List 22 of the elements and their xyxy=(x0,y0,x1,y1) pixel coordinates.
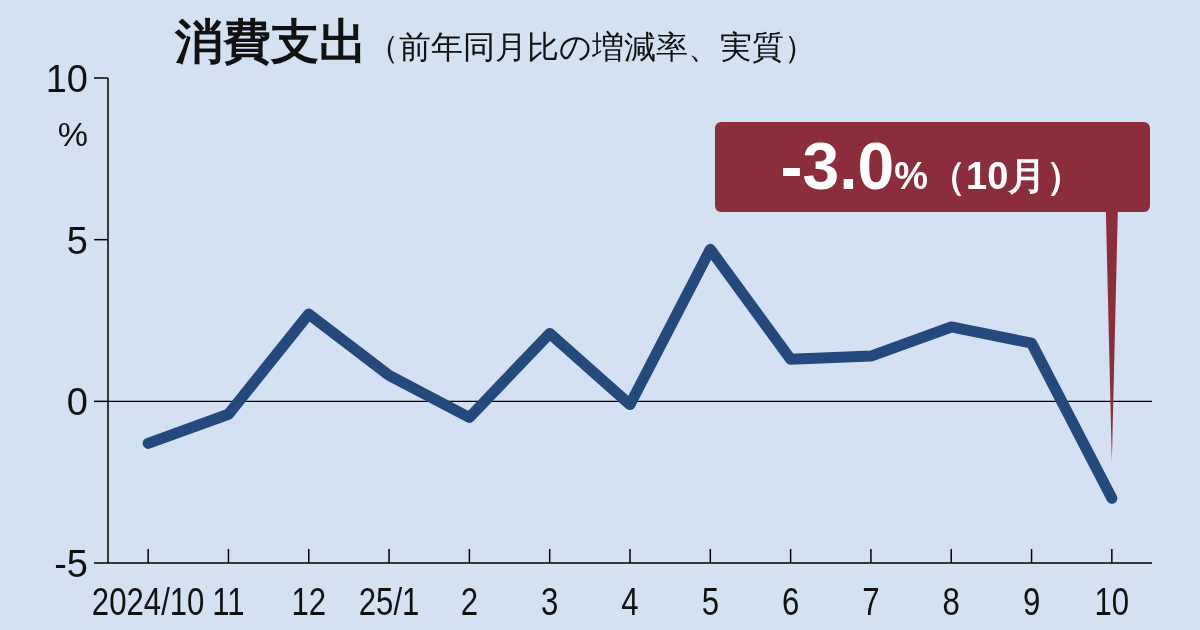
x-tick-label: 11 xyxy=(212,581,245,623)
y-tick-label: 10 xyxy=(45,58,88,100)
y-tick-label: -5 xyxy=(54,543,88,585)
x-tick-label: 8 xyxy=(942,581,960,623)
x-tick-label: 6 xyxy=(781,581,800,623)
x-tick-label: 10 xyxy=(1094,581,1130,623)
x-tick-label: 4 xyxy=(621,581,639,623)
x-tick-label: 5 xyxy=(701,581,719,623)
chart-subtitle: （前年同月比の増減率、実質） xyxy=(367,29,816,65)
y-tick-label: 0 xyxy=(66,381,88,424)
x-tick-label: 12 xyxy=(291,581,327,623)
x-tick-label: 2024/10 xyxy=(91,581,205,623)
y-axis-title: % xyxy=(57,115,88,153)
x-tick-label: 3 xyxy=(541,581,559,623)
x-tick-label: 2 xyxy=(460,581,479,623)
x-tick-label: 9 xyxy=(1022,581,1041,623)
x-tick-label: 25/1 xyxy=(358,581,420,623)
y-tick-label: 5 xyxy=(66,219,88,262)
callout-box: -3.0%（10月） xyxy=(715,122,1150,462)
chart-title: 消費支出 xyxy=(174,15,367,68)
x-tick-label: 7 xyxy=(862,581,880,623)
annotation: -3.0%（10月） xyxy=(780,129,1085,203)
